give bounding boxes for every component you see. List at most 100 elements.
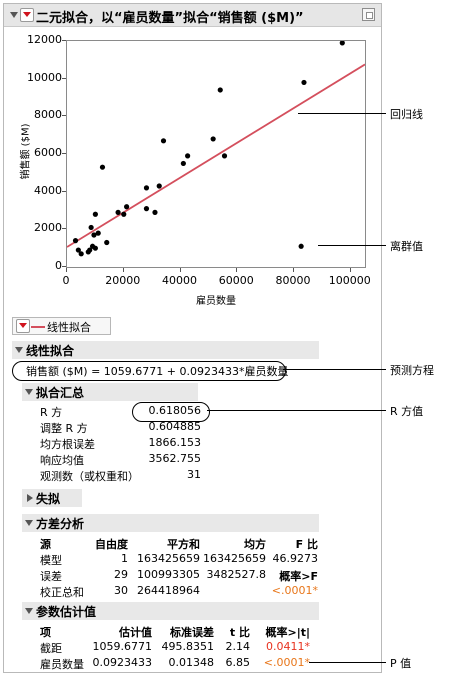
y-tick-mark (62, 266, 66, 267)
data-point[interactable] (72, 238, 79, 244)
anova-cell: <.0001* (271, 584, 318, 597)
data-point[interactable] (160, 138, 167, 144)
equation-highlight-oval (12, 361, 286, 381)
parameter-estimates-title: 参数估计值 (36, 605, 97, 619)
y-tick-mark (62, 153, 66, 154)
data-point[interactable] (121, 211, 127, 217)
pvalue-callout: P 值 (390, 657, 412, 670)
y-tick-mark (62, 40, 66, 41)
rsquare-callout-line (207, 410, 386, 411)
anova-col-header: F 比 (295, 538, 318, 551)
y-tick-label: 10000 (27, 70, 62, 84)
regression-line-callout: 回归线 (390, 108, 423, 121)
param-col-header: 估计值 (119, 626, 152, 639)
data-point[interactable] (124, 204, 130, 210)
data-point[interactable] (92, 211, 98, 217)
param-col-header: 标准误差 (170, 626, 214, 639)
collapse-triangle-icon[interactable] (25, 520, 33, 526)
y-tick-mark (62, 115, 66, 117)
outlier-callout-line (318, 245, 386, 246)
fit-red-triangle-icon[interactable] (16, 319, 30, 333)
data-point[interactable] (143, 206, 150, 212)
regression-callout-line (298, 113, 386, 114)
prediction-eq-callout: 预测方程 (390, 364, 434, 377)
anova-cell: 3482527.8 (206, 568, 267, 581)
anova-cell: 163425659 (137, 552, 200, 565)
fit-legend-button[interactable]: 线性拟合 (12, 317, 111, 335)
anova-cell: 概率>F (279, 570, 318, 583)
window-restore-icon[interactable] (362, 8, 375, 21)
anova-cell: 30 (114, 584, 128, 597)
x-tick-label: 60000 (218, 274, 254, 287)
anova-cell: 模型 (40, 554, 62, 567)
data-point[interactable] (143, 185, 150, 191)
y-tick-mark (62, 77, 66, 79)
collapse-triangle-icon[interactable] (15, 347, 23, 353)
data-point[interactable] (87, 247, 93, 253)
lack-of-fit-title: 失拟 (36, 492, 61, 506)
lack-of-fit-header[interactable]: 失拟 (22, 489, 82, 507)
param-cell: 0.01348 (168, 656, 215, 669)
data-point[interactable] (115, 209, 121, 215)
scatter-plot-svg (66, 40, 366, 257)
x-tick-label: 80000 (275, 274, 311, 287)
data-point[interactable] (180, 160, 186, 167)
y-tick-mark (62, 190, 66, 192)
collapse-triangle-icon[interactable] (10, 12, 18, 18)
data-point[interactable] (339, 40, 345, 46)
data-point[interactable] (217, 87, 223, 93)
y-tick-label: 12000 (27, 33, 62, 46)
summary-value: 1866.153 (148, 436, 202, 449)
data-point[interactable] (75, 247, 81, 253)
data-point[interactable] (91, 232, 97, 238)
x-tick-mark (66, 268, 67, 272)
anova-cell: 29 (114, 568, 128, 581)
data-point[interactable] (78, 251, 84, 257)
param-cell: 6.85 (225, 656, 251, 669)
anova-cell: 264418964 (137, 584, 200, 597)
summary-label: R 方 (40, 406, 63, 419)
collapse-triangle-icon[interactable] (25, 389, 33, 395)
summary-value: 31 (187, 468, 201, 481)
anova-header[interactable]: 方差分析 (22, 514, 319, 532)
y-tick-mark (62, 228, 66, 230)
summary-value: 0.604885 (148, 420, 202, 433)
collapse-triangle-icon[interactable] (25, 608, 33, 614)
x-tick-label: 100000 (328, 274, 371, 287)
linear-fit-header[interactable]: 线性拟合 (12, 341, 319, 359)
data-point[interactable] (104, 239, 110, 246)
summary-value: 3562.755 (148, 452, 202, 465)
parameter-estimates-header[interactable]: 参数估计值 (22, 602, 319, 620)
y-tick-label: 4000 (34, 183, 62, 197)
summary-value: 0.618056 (148, 404, 202, 417)
data-point[interactable] (221, 153, 228, 159)
param-col-header: 项 (40, 626, 51, 639)
anova-title: 方差分析 (36, 517, 85, 531)
param-cell: 495.8351 (161, 640, 215, 653)
data-point[interactable] (99, 164, 106, 170)
data-point[interactable] (88, 224, 94, 231)
data-point[interactable] (156, 183, 162, 189)
rsquare-callout: R 方值 (390, 405, 424, 418)
data-point[interactable] (95, 230, 101, 236)
param-cell: 雇员数量 (40, 658, 84, 671)
summary-of-fit-header[interactable]: 拟合汇总 (22, 383, 198, 401)
report-title: 二元拟合，以“雇员数量”拟合“销售额 ($M)” (36, 11, 304, 26)
data-point[interactable] (301, 79, 307, 86)
data-point[interactable] (92, 245, 98, 251)
scatter-plot-frame (66, 40, 366, 268)
summary-label: 响应均值 (40, 454, 84, 467)
pvalue-callout-line (309, 662, 386, 663)
equation-callout-line (283, 369, 386, 370)
anova-col-header: 源 (40, 538, 51, 551)
linear-fit-title: 线性拟合 (26, 344, 75, 358)
data-point[interactable] (152, 209, 158, 215)
param-cell: 0.0923433 (92, 656, 153, 669)
summary-label: 观测数（或权重和） (40, 470, 139, 483)
data-point[interactable] (298, 243, 304, 249)
red-triangle-menu-icon[interactable] (20, 8, 34, 22)
data-point[interactable] (185, 153, 191, 159)
data-point[interactable] (210, 136, 216, 142)
expand-triangle-icon[interactable] (27, 494, 33, 502)
y-tick-label: 2000 (34, 221, 62, 235)
